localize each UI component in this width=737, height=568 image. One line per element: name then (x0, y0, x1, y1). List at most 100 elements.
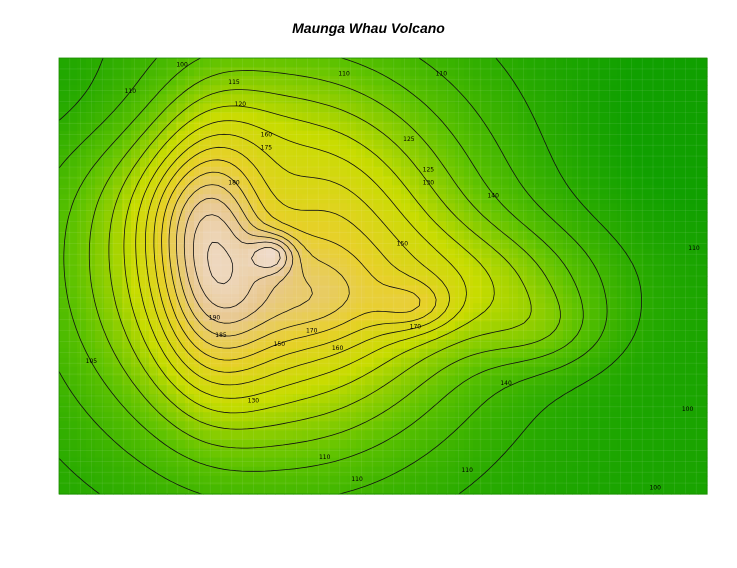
heatmap-cell (581, 139, 591, 150)
heatmap-cell (383, 412, 393, 422)
heatmap-cell (419, 285, 429, 295)
heatmap-cell (572, 157, 582, 168)
heatmap-cell (158, 85, 168, 95)
heatmap-cell (356, 58, 366, 68)
heatmap-cell (455, 366, 465, 377)
heatmap-cell (86, 330, 96, 341)
heatmap-cell (347, 185, 357, 195)
heatmap-cell (554, 330, 564, 341)
heatmap-cell (77, 484, 87, 495)
heatmap-cell (482, 285, 492, 295)
heatmap-cell (68, 121, 78, 132)
heatmap-cell (266, 257, 276, 268)
heatmap-cell (176, 76, 186, 86)
heatmap-cell (653, 321, 663, 332)
heatmap-cell (518, 248, 528, 259)
heatmap-cell (59, 366, 69, 377)
heatmap-cell (410, 466, 420, 477)
heatmap-cell (284, 194, 294, 204)
heatmap-cell (95, 375, 105, 386)
heatmap-cell (230, 257, 240, 268)
heatmap-cell (329, 203, 339, 214)
heatmap-cell (662, 366, 672, 377)
heatmap-cell (113, 266, 123, 277)
heatmap-cell (113, 385, 123, 395)
heatmap-cell (122, 176, 132, 186)
heatmap-cell (95, 185, 105, 195)
heatmap-cell (293, 157, 303, 168)
heatmap-cell (428, 257, 438, 268)
heatmap-cell (581, 230, 591, 241)
heatmap-cell (446, 348, 456, 359)
heatmap-cell (599, 212, 609, 223)
heatmap-cell (554, 430, 564, 441)
heatmap-cell (509, 248, 519, 259)
heatmap-cell (473, 139, 483, 150)
heatmap-cell (536, 103, 546, 114)
heatmap-cell (212, 167, 222, 177)
heatmap-cell (338, 285, 348, 295)
heatmap-cell (383, 257, 393, 268)
heatmap-cell (464, 484, 474, 495)
heatmap-cell (284, 421, 294, 432)
heatmap-cell (455, 103, 465, 114)
heatmap-cell (248, 421, 258, 432)
heatmap-cell (221, 466, 231, 477)
heatmap-cell (347, 103, 357, 114)
heatmap-cell (311, 348, 321, 359)
heatmap-cell (626, 121, 636, 132)
heatmap-cell (599, 76, 609, 86)
heatmap-cell (482, 221, 492, 232)
heatmap-cell (194, 167, 204, 177)
heatmap-cell (221, 248, 231, 259)
heatmap-cell (221, 266, 231, 277)
heatmap-cell (437, 339, 447, 350)
heatmap-cell (626, 85, 636, 95)
heatmap-cell (257, 157, 267, 168)
heatmap-cell (302, 139, 312, 150)
heatmap-cell (356, 239, 366, 250)
heatmap-cell (275, 412, 285, 422)
heatmap-cell (608, 375, 618, 386)
heatmap-cell (572, 121, 582, 132)
heatmap-cell (113, 276, 123, 286)
heatmap-cell (662, 167, 672, 177)
heatmap-cell (374, 412, 384, 422)
heatmap-cell (158, 430, 168, 441)
heatmap-cell (536, 348, 546, 359)
heatmap-cell (698, 76, 708, 86)
heatmap-cell (671, 357, 681, 368)
heatmap-cell (572, 403, 582, 413)
heatmap-cell (509, 157, 519, 168)
heatmap-cell (482, 230, 492, 241)
heatmap-cell (698, 421, 708, 432)
heatmap-cell (689, 130, 699, 141)
heatmap-cell (608, 212, 618, 223)
heatmap-cell (464, 112, 474, 123)
heatmap-cell (59, 421, 69, 432)
heatmap-cell (410, 303, 420, 313)
heatmap-cell (608, 203, 618, 214)
heatmap-cell (122, 212, 132, 223)
heatmap-cell (266, 103, 276, 114)
heatmap-cell (374, 366, 384, 377)
heatmap-cell (491, 439, 501, 450)
heatmap-cell (527, 157, 537, 168)
heatmap-cell (401, 176, 411, 186)
heatmap-cell (680, 148, 690, 159)
heatmap-cell (581, 148, 591, 159)
heatmap-cell (464, 266, 474, 277)
heatmap-cell (518, 294, 528, 304)
heatmap-cell (392, 185, 402, 195)
heatmap-cell (662, 103, 672, 114)
heatmap-cell (212, 294, 222, 304)
heatmap-cell (329, 194, 339, 204)
heatmap-cell (545, 167, 555, 177)
heatmap-cell (149, 139, 159, 150)
heatmap-cell (320, 121, 330, 132)
heatmap-cell (239, 475, 249, 486)
heatmap-cell (428, 203, 438, 214)
heatmap-cell (608, 112, 618, 123)
heatmap-cell (545, 58, 555, 68)
heatmap-cell (662, 403, 672, 413)
